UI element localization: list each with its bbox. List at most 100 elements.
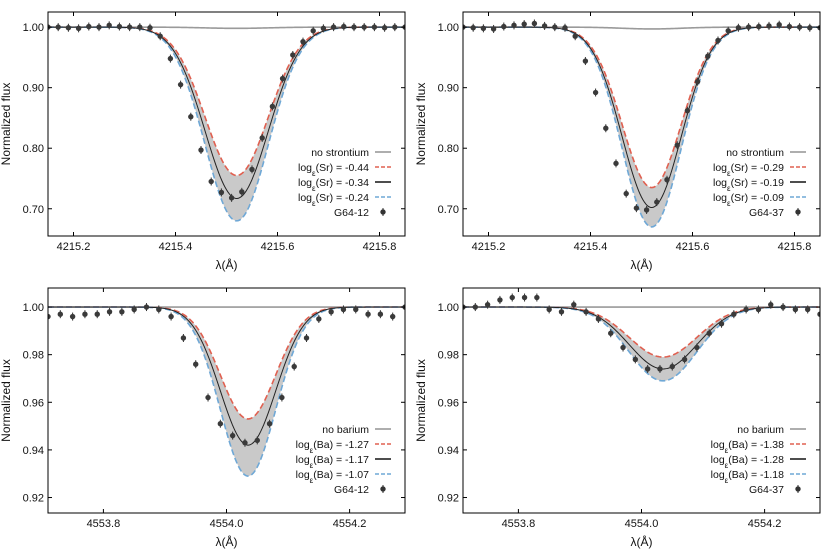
data-point	[381, 25, 388, 31]
data-point	[786, 23, 793, 30]
y-tick-label: 0.96	[438, 397, 459, 409]
data-point	[147, 25, 153, 31]
data-point	[198, 147, 204, 153]
data-point	[266, 421, 273, 427]
data-point	[521, 21, 527, 27]
chart-panel-bottom-right: 4553.8 4554.0 4554.2 0.92 0.94 0.96 0.98 1.00 λ(…	[414, 287, 821, 549]
data-point	[328, 309, 334, 315]
data-point	[167, 55, 174, 62]
plot-frame	[462, 11, 821, 237]
chart-panel-top-right: 4215.2 4215.4 4215.6 4215.8 0.70 0.80 0.90 1.00…	[414, 11, 821, 272]
data-point	[592, 89, 599, 96]
data-point	[389, 313, 396, 320]
y-tick-label: 0.94	[438, 445, 459, 457]
data-point	[643, 207, 650, 213]
data-point	[351, 24, 357, 30]
data-point	[633, 205, 640, 211]
y-tick-label: 0.80	[23, 143, 44, 155]
data-point	[743, 306, 749, 313]
data-point	[316, 316, 322, 322]
data-point	[718, 321, 725, 327]
data-point	[817, 25, 820, 31]
data-point	[735, 25, 742, 31]
data-point	[715, 37, 721, 44]
y-axis-label: Normalized flux	[0, 359, 13, 442]
x-tick-label: 4215.2	[57, 241, 91, 253]
data-point	[706, 330, 712, 336]
legend-label: logε(Ba) = -1.38	[711, 439, 784, 455]
legend-label: no barium	[737, 424, 784, 436]
plot-area	[463, 19, 820, 228]
data-point	[69, 313, 76, 320]
legend-label: no barium	[322, 424, 369, 436]
data-point	[470, 25, 476, 31]
data-point	[291, 363, 297, 370]
data-point	[490, 26, 497, 32]
y-tick-label: 0.70	[438, 204, 459, 216]
data-point	[269, 103, 276, 110]
data-point	[558, 309, 565, 315]
data-point	[681, 356, 688, 363]
data-point	[644, 366, 651, 372]
data-point	[177, 81, 184, 88]
y-tick-label: 0.70	[23, 204, 44, 216]
x-axis-label: λ(Å)	[216, 257, 238, 272]
y-tick-label: 0.92	[23, 493, 44, 505]
data-point	[620, 344, 626, 351]
x-tick-label: 4554.2	[748, 518, 782, 530]
data-point	[766, 23, 772, 29]
data-point	[156, 306, 162, 313]
y-axis-label: Normalized flux	[414, 359, 428, 442]
data-point	[371, 24, 378, 30]
y-tick-label: 1.00	[23, 302, 44, 314]
data-point	[82, 311, 88, 317]
data-point	[229, 432, 236, 439]
y-tick-label: 0.80	[438, 143, 459, 155]
x-tick-label: 4215.6	[261, 241, 295, 253]
legend-label: logε(Sr) = -0.29	[713, 162, 784, 178]
data-point	[217, 421, 224, 427]
y-tick-label: 0.90	[438, 83, 459, 95]
data-point	[57, 311, 64, 317]
data-point	[807, 25, 813, 31]
data-point	[552, 24, 558, 30]
y-tick-label: 0.98	[438, 350, 459, 362]
data-point	[116, 23, 123, 30]
x-tick-label: 4215.4	[574, 241, 608, 253]
x-tick-label: 4554.0	[625, 518, 659, 530]
y-tick-label: 0.96	[23, 397, 44, 409]
data-point	[776, 22, 782, 28]
data-point	[694, 344, 700, 351]
data-point	[205, 394, 211, 401]
data-point	[361, 24, 367, 30]
data-point	[684, 107, 691, 114]
y-tick-label: 0.98	[23, 350, 44, 362]
data-point	[65, 25, 72, 31]
data-point	[168, 313, 174, 320]
data-point	[106, 309, 113, 315]
legend-label: logε(Sr) = -0.24	[298, 192, 369, 208]
x-tick-label: 4215.2	[472, 241, 506, 253]
data-point	[583, 309, 589, 315]
data-point	[353, 306, 359, 313]
data-point	[119, 309, 125, 315]
data-point	[365, 311, 371, 317]
y-axis-label: Normalized flux	[0, 83, 13, 166]
chart-panel-bottom-left: 4553.8 4554.0 4554.2 0.92 0.94 0.96 0.98 1.00 λ(…	[0, 287, 406, 549]
data-point	[75, 25, 82, 32]
data-point	[792, 306, 799, 313]
plot-area	[48, 303, 405, 477]
series-line-high-abundance	[463, 306, 820, 382]
data-point	[484, 301, 491, 308]
data-point	[254, 437, 260, 444]
legend-marker-point	[795, 209, 801, 215]
data-point	[310, 28, 316, 34]
data-point	[582, 58, 589, 64]
data-point	[804, 306, 811, 313]
data-point	[654, 199, 660, 205]
x-axis-label: λ(Å)	[631, 534, 653, 549]
